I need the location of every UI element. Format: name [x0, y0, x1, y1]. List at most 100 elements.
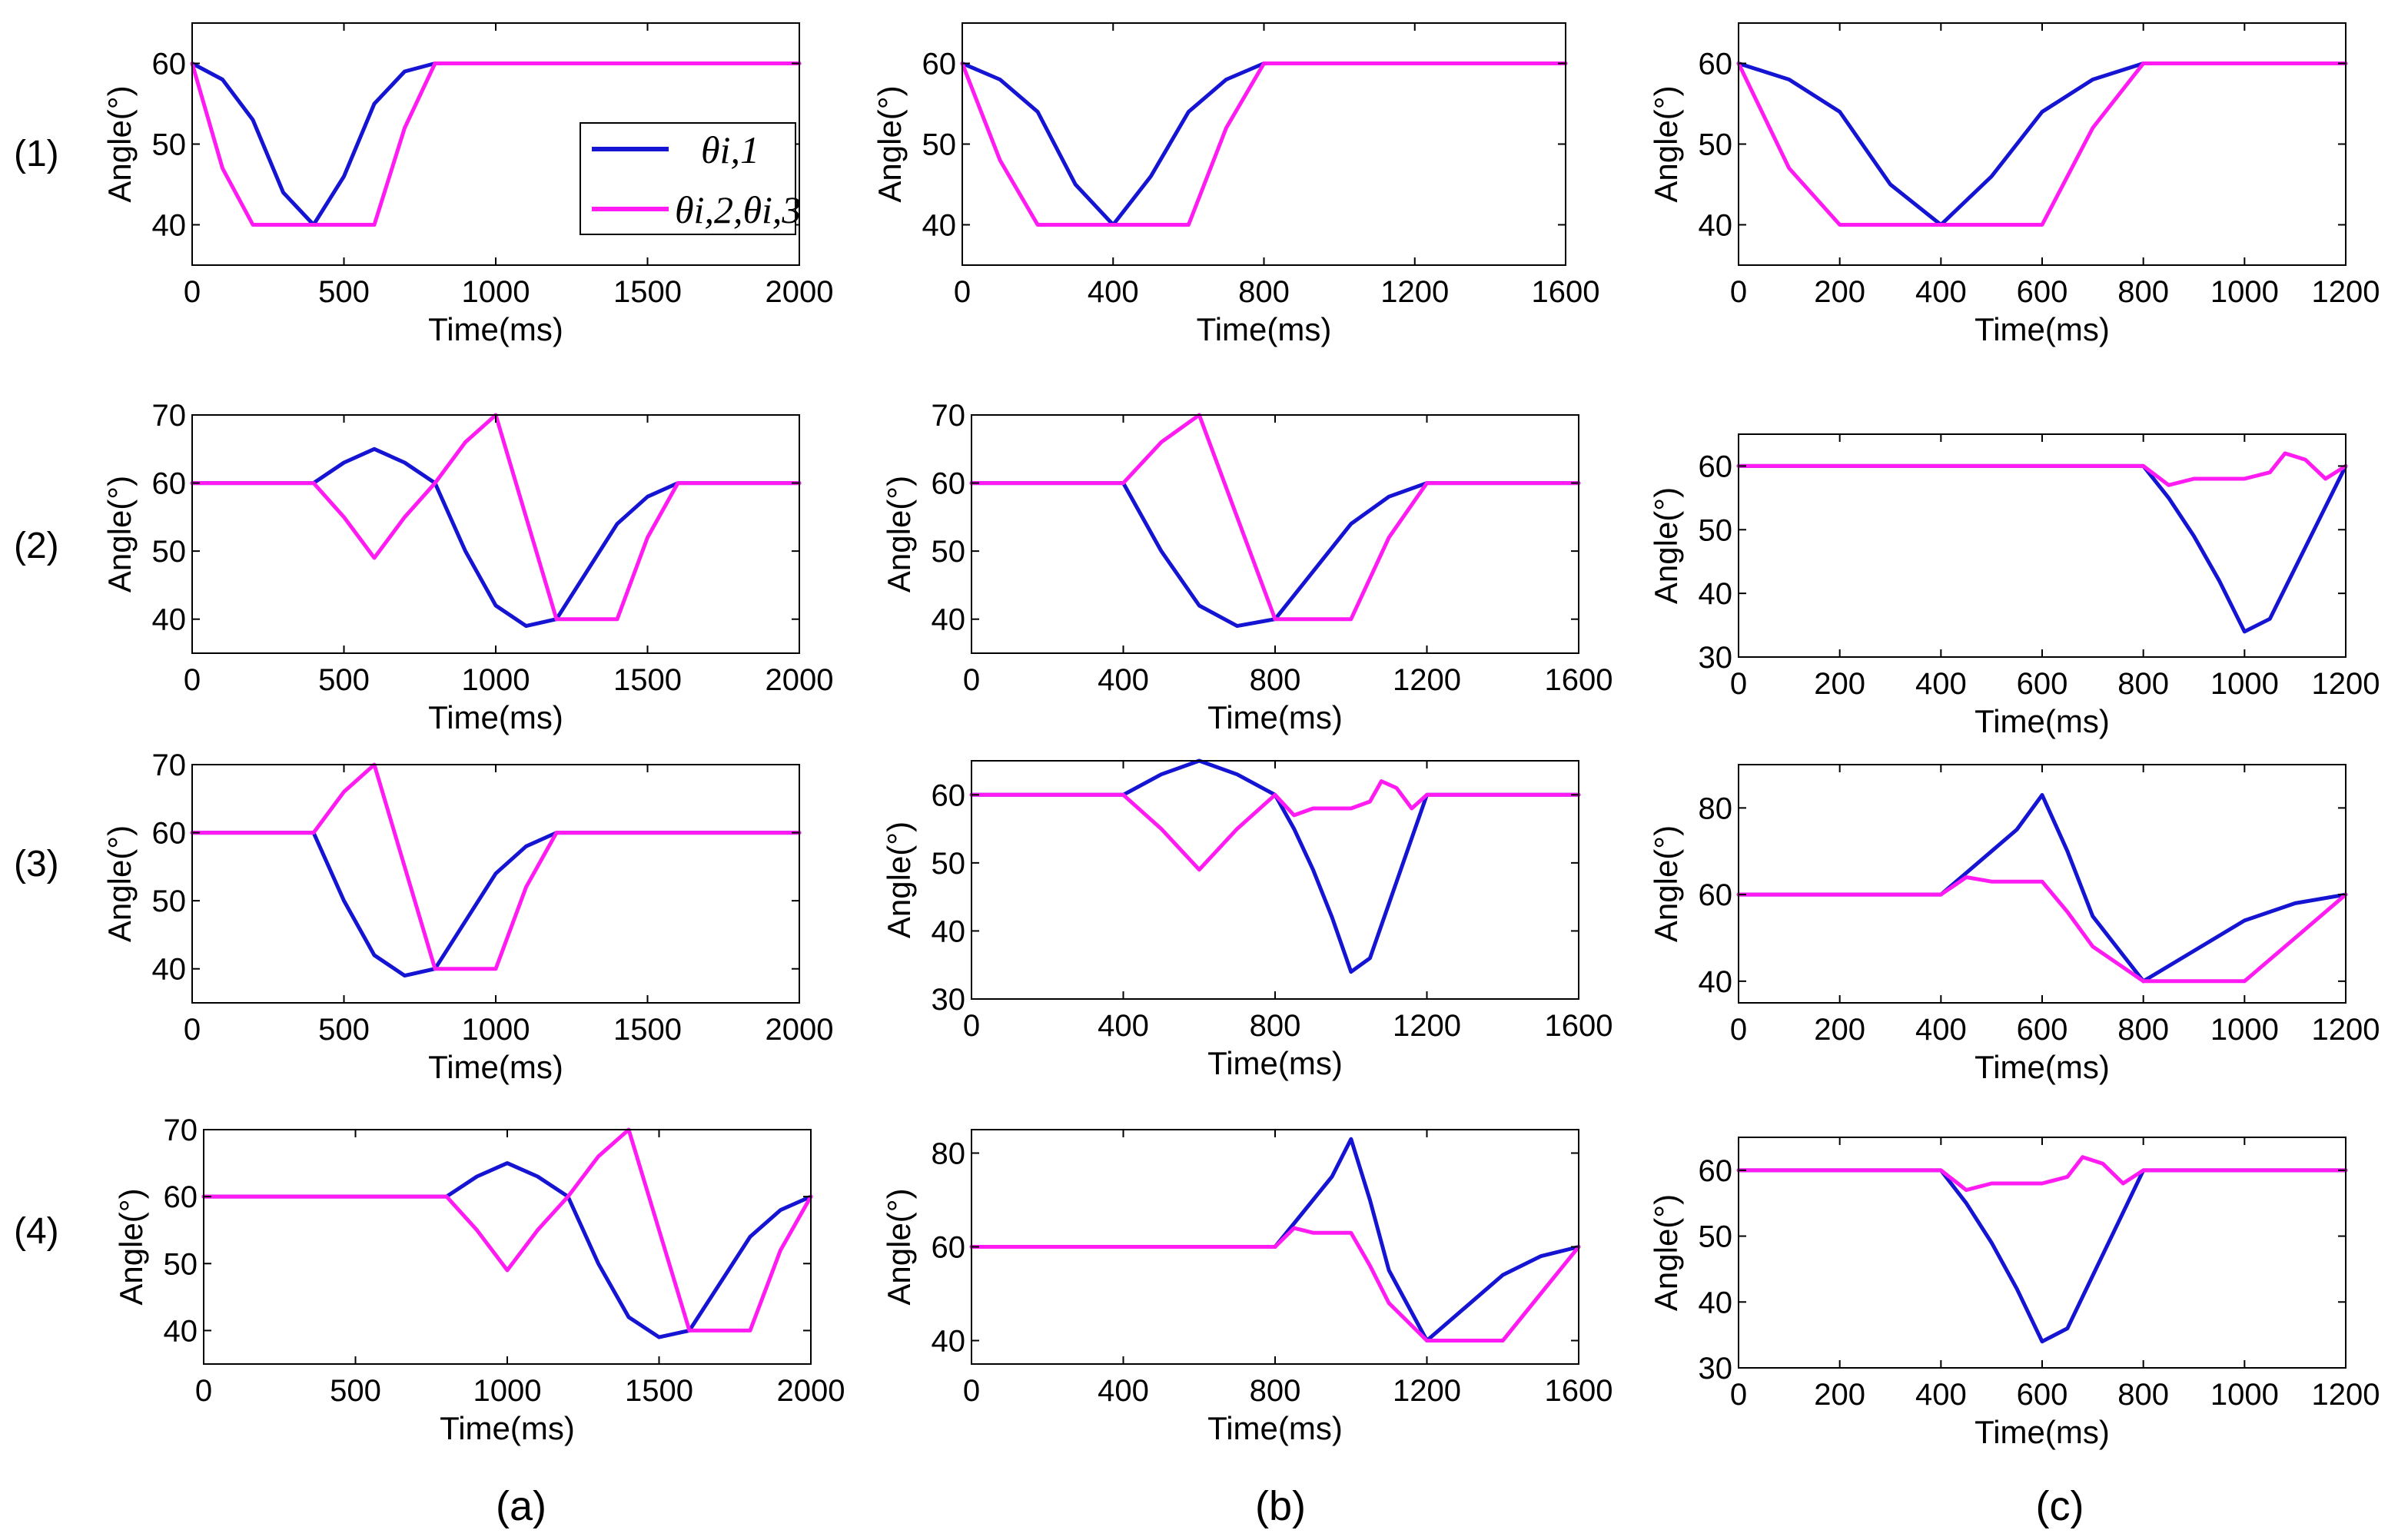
subplot-4c: 0 200 400 600 800 1000 1200 30 40 50 60 Time(ms) Ang…	[1648, 1137, 2380, 1450]
x-tick-label-1b-1200: 1200	[1380, 275, 1449, 309]
y-tick-label-2b-60: 60	[932, 467, 966, 501]
x-tick-label-4a-1000: 1000	[473, 1374, 542, 1408]
series-line-3b-1	[969, 758, 1581, 974]
y-tick-label-2c-50: 50	[1699, 513, 1733, 547]
y-tick-label-3a-60: 60	[152, 817, 187, 851]
x-tick-label-2b-1200: 1200	[1393, 663, 1461, 697]
series-line-4a-2	[201, 1127, 813, 1333]
y-tick-label-4b-60: 60	[932, 1231, 966, 1265]
x-tick-label-3a-2000: 2000	[766, 1013, 834, 1047]
series-line-2b-1	[969, 481, 1581, 629]
series-line-3a-1	[190, 831, 802, 978]
y-tick-label-4c-50: 50	[1699, 1220, 1733, 1254]
y-tick-label-2a-60: 60	[152, 467, 187, 501]
series-line-4b-2	[969, 1226, 1581, 1343]
x-tick-label-3b-400: 400	[1098, 1009, 1149, 1043]
x-tick-label-2a-2000: 2000	[766, 663, 834, 697]
y-tick-label-1a-40: 40	[152, 209, 187, 243]
x-tick-label-2b-1600: 1600	[1545, 663, 1613, 697]
x-tick-label-2c-200: 200	[1814, 667, 1865, 701]
x-axis-label-1c: Time(ms)	[1975, 311, 2110, 347]
y-tick-label-3b-30: 30	[932, 983, 966, 1017]
subplot-2b: 0 400 800 1200 1600 40 50 60 70 Time(ms) Angle(°)	[881, 399, 1612, 735]
y-axis-label-4b: Angle(°)	[881, 1188, 917, 1305]
x-tick-label-2b-800: 800	[1250, 663, 1301, 697]
series-line-3a-2	[190, 762, 802, 971]
y-tick-label-1c-40: 40	[1699, 209, 1733, 243]
x-tick-label-1a-500: 500	[318, 275, 370, 309]
y-tick-label-1b-50: 50	[922, 128, 957, 162]
x-tick-label-3c-0: 0	[1730, 1013, 1747, 1047]
row-label-4: (4)	[14, 1211, 59, 1252]
row-label-1: (1)	[14, 134, 59, 174]
x-tick-label-4c-0: 0	[1730, 1378, 1747, 1412]
subplot-2c: 0 200 400 600 800 1000 1200 30 40 50 60 Time(ms) Ang…	[1648, 433, 2380, 739]
x-tick-label-1c-600: 600	[2017, 275, 2068, 309]
x-tick-label-3a-1500: 1500	[613, 1013, 682, 1047]
x-tick-label-4c-1000: 1000	[2210, 1378, 2279, 1412]
x-tick-label-3b-800: 800	[1250, 1009, 1301, 1043]
x-tick-label-2c-1000: 1000	[2210, 667, 2279, 701]
x-tick-label-2a-1000: 1000	[462, 663, 530, 697]
y-tick-label-2a-40: 40	[152, 603, 187, 637]
x-tick-label-1b-800: 800	[1238, 275, 1290, 309]
x-tick-label-2a-500: 500	[318, 663, 370, 697]
x-axis-label-3b: Time(ms)	[1207, 1045, 1343, 1081]
y-tick-label-4c-60: 60	[1699, 1154, 1733, 1188]
x-tick-label-4a-0: 0	[195, 1374, 212, 1408]
x-axis-label-4a: Time(ms)	[440, 1410, 575, 1446]
x-tick-label-1c-0: 0	[1730, 275, 1747, 309]
y-axis-label-4c: Angle(°)	[1648, 1194, 1684, 1311]
x-axis-label-3a: Time(ms)	[428, 1049, 563, 1085]
x-tick-label-3a-1000: 1000	[462, 1013, 530, 1047]
series-line-3c-2	[1736, 875, 2348, 984]
series-line-1a-1	[190, 61, 802, 227]
x-axis-label-2c: Time(ms)	[1975, 703, 2110, 739]
x-tick-label-4a-1500: 1500	[625, 1374, 693, 1408]
y-tick-label-1b-40: 40	[922, 209, 957, 243]
x-axis-label-4b: Time(ms)	[1207, 1410, 1343, 1446]
y-tick-label-3c-80: 80	[1699, 792, 1733, 825]
x-tick-label-3b-0: 0	[963, 1009, 980, 1043]
x-tick-label-3c-200: 200	[1814, 1013, 1865, 1047]
y-axis-label-1b: Angle(°)	[872, 85, 908, 202]
series-line-4b-1	[969, 1137, 1581, 1343]
x-tick-label-2b-400: 400	[1098, 663, 1149, 697]
subplot-4b: 0 400 800 1200 1600 40 60 80 Time(ms) Angle(°)	[881, 1129, 1612, 1446]
legend-label-series1: θi,1	[701, 128, 759, 171]
x-tick-label-3c-400: 400	[1915, 1013, 1967, 1047]
y-tick-label-4c-30: 30	[1699, 1352, 1733, 1386]
y-axis-label-3b: Angle(°)	[881, 821, 917, 938]
x-tick-label-2c-800: 800	[2117, 667, 2169, 701]
subplot-1a: 0 500 1000 1500 2000 40 50 60 Time(ms) Angle(°)	[101, 22, 833, 347]
x-tick-label-3c-800: 800	[2117, 1013, 2169, 1047]
y-axis-label-2b: Angle(°)	[881, 476, 917, 592]
series-line-1c-2	[1736, 61, 2348, 227]
y-axis-label-4a: Angle(°)	[113, 1188, 149, 1305]
x-tick-label-3a-500: 500	[318, 1013, 370, 1047]
x-tick-label-1b-400: 400	[1088, 275, 1139, 309]
y-tick-label-3b-50: 50	[932, 847, 966, 881]
y-tick-label-4b-40: 40	[932, 1325, 966, 1359]
y-tick-label-1b-60: 60	[922, 48, 957, 81]
series-line-1b-2	[960, 61, 1568, 227]
x-tick-label-2c-0: 0	[1730, 667, 1747, 701]
column-label-b: (b)	[1255, 1483, 1306, 1529]
x-axis-label-1a: Time(ms)	[428, 311, 563, 347]
x-axis-label-2b: Time(ms)	[1207, 699, 1343, 735]
series-line-1a-2	[190, 61, 802, 227]
y-tick-label-2b-40: 40	[932, 603, 966, 637]
x-tick-label-4b-800: 800	[1250, 1374, 1301, 1408]
y-tick-label-4a-50: 50	[164, 1247, 198, 1281]
y-axis-label-2c: Angle(°)	[1648, 487, 1684, 604]
column-label-a: (a)	[496, 1483, 546, 1529]
y-axis-label-3c: Angle(°)	[1648, 825, 1684, 942]
y-tick-label-3a-50: 50	[152, 885, 187, 918]
plot-frame-2a	[191, 414, 800, 654]
y-tick-label-2a-70: 70	[152, 399, 187, 433]
x-tick-label-3c-1000: 1000	[2210, 1013, 2279, 1047]
subplot-1b: 0 400 800 1200 1600 40 50 60 Time(ms) Angle(°)	[872, 22, 1599, 347]
x-axis-label-2a: Time(ms)	[428, 699, 563, 735]
x-axis-label-4c: Time(ms)	[1975, 1414, 2110, 1450]
